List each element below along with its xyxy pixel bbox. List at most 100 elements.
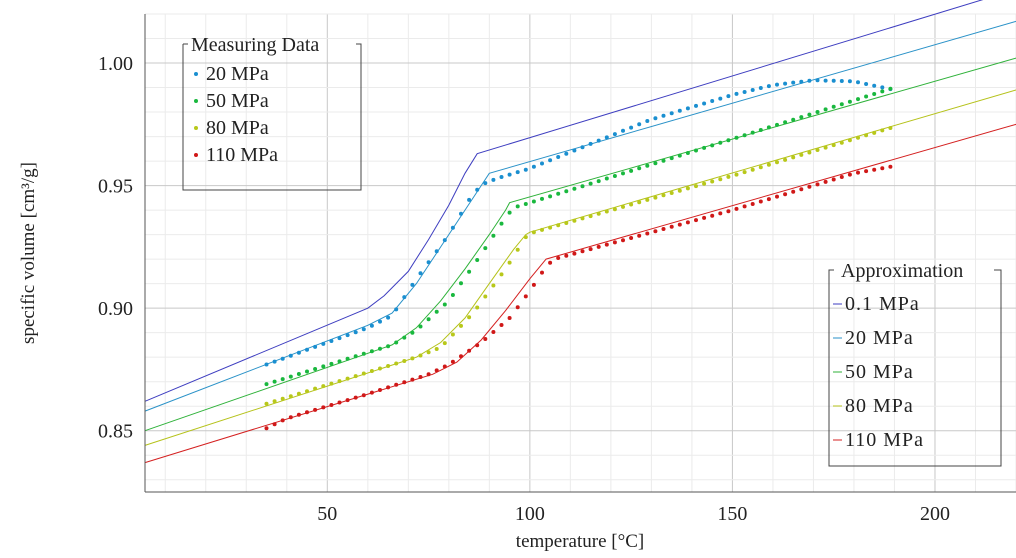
data-point xyxy=(402,335,407,340)
data-point xyxy=(515,305,520,310)
data-point xyxy=(515,247,520,252)
data-point xyxy=(758,165,763,170)
data-point xyxy=(702,145,707,150)
data-point xyxy=(305,347,309,352)
data-point xyxy=(799,115,804,120)
data-point xyxy=(750,88,755,92)
data-point xyxy=(548,158,553,163)
data-point xyxy=(483,181,488,186)
data-point xyxy=(872,92,877,96)
data-point xyxy=(459,281,463,286)
y-tick-label: 0.85 xyxy=(98,421,133,443)
data-point xyxy=(450,293,455,297)
data-point xyxy=(394,361,399,366)
data-point xyxy=(450,332,455,337)
data-point xyxy=(847,172,852,177)
data-point xyxy=(629,168,634,173)
data-point xyxy=(378,388,382,392)
measuring-legend-title: Measuring Data xyxy=(191,34,319,56)
data-point xyxy=(491,283,496,288)
data-point xyxy=(345,356,350,361)
data-point xyxy=(459,211,463,216)
legend-label: 110 MPa xyxy=(845,429,924,451)
data-point xyxy=(556,191,561,196)
legend-label: 50 MPa xyxy=(206,90,269,112)
data-point xyxy=(402,295,407,300)
data-point xyxy=(839,140,844,145)
data-point xyxy=(313,344,318,349)
data-point xyxy=(280,356,285,361)
data-point xyxy=(580,216,585,221)
data-point xyxy=(288,353,293,358)
data-point xyxy=(386,364,391,368)
data-point xyxy=(783,81,788,86)
data-point xyxy=(434,347,439,351)
data-point xyxy=(491,177,496,182)
data-point xyxy=(483,337,488,341)
data-point xyxy=(702,101,707,106)
data-point xyxy=(296,350,301,355)
approximation-legend-items: 0.1 MPa 20 MPa 50 MPa 80 MPa 110 MPa xyxy=(833,293,924,451)
measuring-legend-items: 20 MPa 50 MPa 80 MPa 110 MPa xyxy=(194,63,278,166)
data-point xyxy=(710,143,715,148)
data-point xyxy=(337,400,342,405)
data-point xyxy=(329,381,334,386)
data-point xyxy=(394,307,399,312)
data-point xyxy=(758,199,763,204)
data-point xyxy=(653,195,658,200)
data-point xyxy=(345,376,350,381)
data-point xyxy=(726,94,731,99)
data-point xyxy=(629,125,634,130)
legend-label: 80 MPa xyxy=(206,117,269,139)
data-point xyxy=(531,230,536,235)
data-point xyxy=(548,260,553,265)
data-point xyxy=(831,78,836,83)
data-point xyxy=(880,128,885,133)
data-point xyxy=(499,323,504,327)
data-point xyxy=(847,99,852,104)
data-point xyxy=(718,96,723,101)
data-point xyxy=(564,151,569,156)
data-point xyxy=(361,393,366,398)
data-point xyxy=(612,132,617,137)
data-point xyxy=(621,204,625,209)
data-point xyxy=(775,82,779,87)
data-point xyxy=(450,359,455,364)
data-point xyxy=(459,354,463,359)
data-point xyxy=(378,319,382,324)
data-point xyxy=(540,161,544,166)
data-point xyxy=(726,174,731,179)
approximation-curve xyxy=(144,57,1016,432)
data-point xyxy=(353,330,358,335)
data-point xyxy=(523,202,528,206)
data-point xyxy=(669,224,674,229)
data-point xyxy=(580,145,585,150)
data-point xyxy=(450,225,455,230)
legend-label: 0.1 MPa xyxy=(845,293,920,315)
data-point xyxy=(734,172,739,177)
data-point xyxy=(588,141,593,146)
data-point xyxy=(394,382,399,387)
data-point xyxy=(531,282,536,287)
legend-marker xyxy=(194,99,198,103)
data-point xyxy=(694,184,698,189)
data-point xyxy=(726,138,731,143)
data-point xyxy=(475,305,480,310)
data-point xyxy=(499,221,504,226)
data-point xyxy=(523,294,528,299)
data-point xyxy=(467,348,472,353)
data-point xyxy=(629,202,634,207)
data-point xyxy=(734,135,739,140)
data-point xyxy=(467,197,472,202)
measuring-legend: Measuring Data 20 MPa 50 MPa 80 MPa 110 MPa xyxy=(182,34,362,191)
data-point xyxy=(596,138,601,143)
data-point xyxy=(523,167,528,172)
data-point xyxy=(807,78,812,83)
data-point xyxy=(856,135,860,140)
data-point xyxy=(386,315,391,320)
data-point xyxy=(758,86,763,90)
data-point xyxy=(410,377,415,382)
data-point xyxy=(353,374,358,379)
data-point xyxy=(264,382,269,387)
